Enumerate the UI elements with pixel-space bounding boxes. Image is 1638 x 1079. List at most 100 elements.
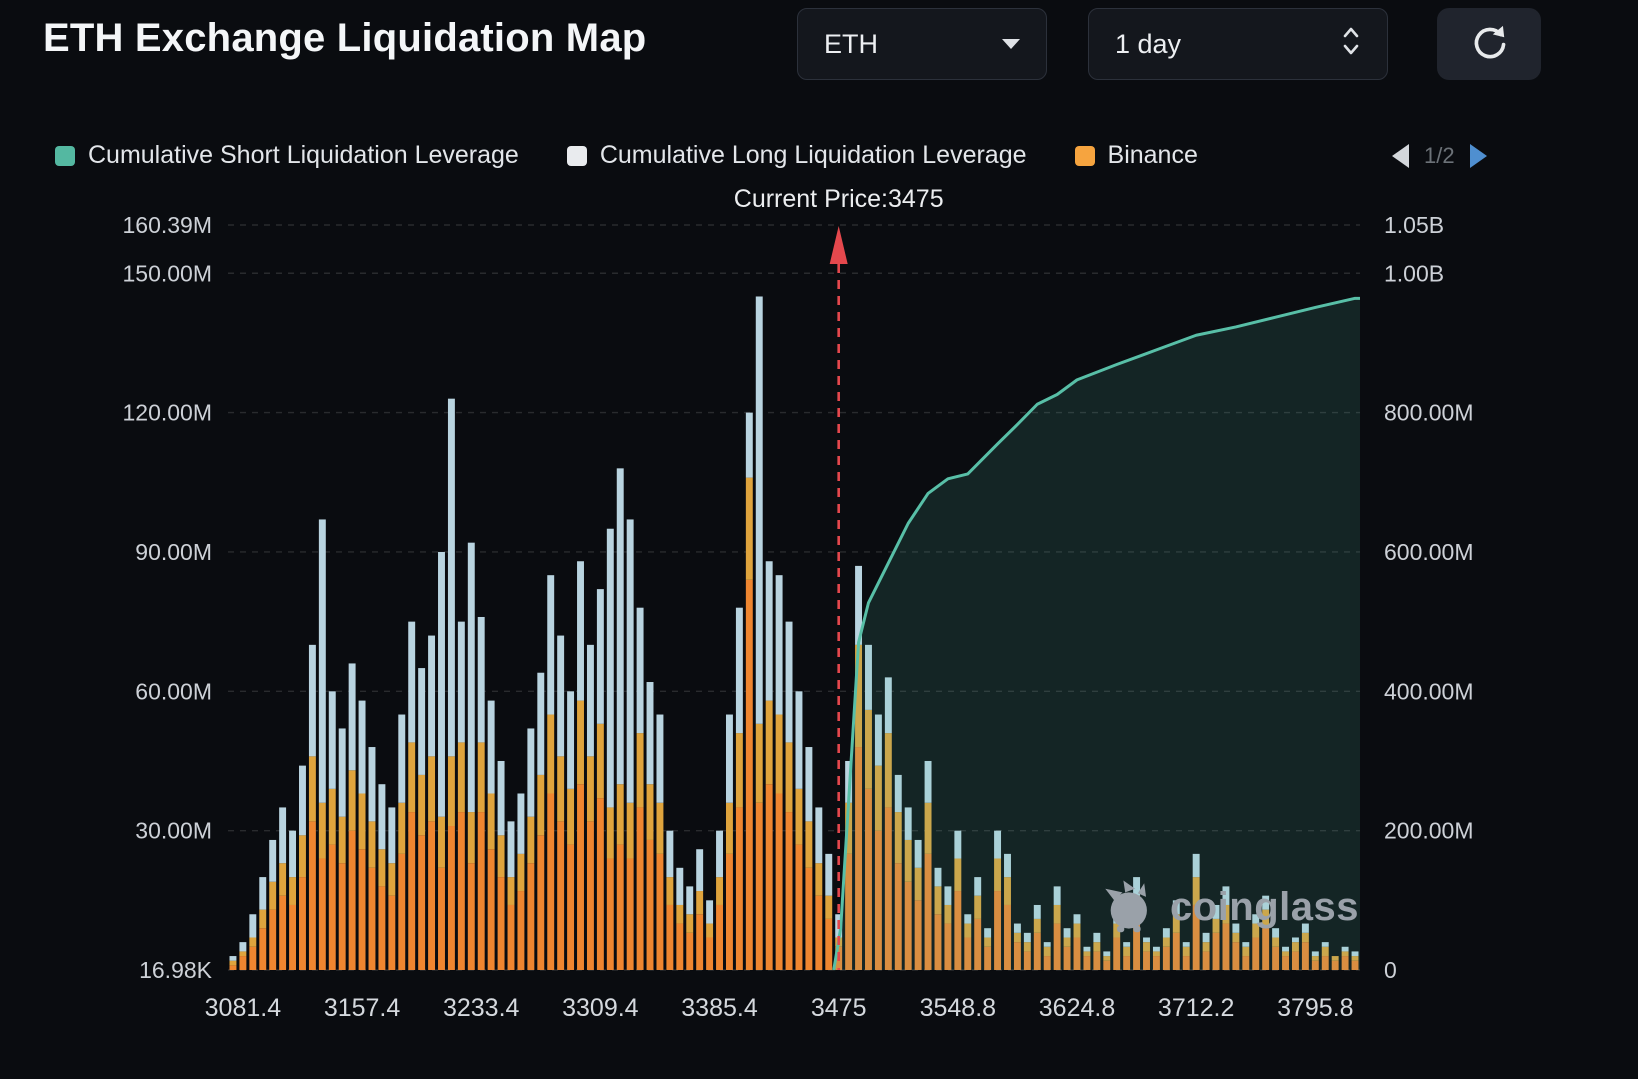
- liquidation-bar-segment: [477, 616, 485, 743]
- legend-label: Cumulative Short Liquidation Leverage: [88, 141, 519, 169]
- liquidation-bar-segment: [706, 900, 714, 924]
- liquidation-bar-segment: [1143, 937, 1150, 943]
- liquidation-bar-segment: [1152, 951, 1160, 957]
- liquidation-bar-segment: [686, 886, 694, 915]
- liquidation-bar-segment: [358, 793, 366, 850]
- liquidation-bar-segment: [438, 816, 445, 868]
- liquidation-bar-segment: [616, 468, 624, 785]
- liquidation-bar-segment: [577, 700, 584, 785]
- liquidation-bar-segment: [457, 621, 465, 743]
- liquidation-bar-segment: [865, 788, 872, 970]
- liquidation-bar-segment: [974, 918, 982, 970]
- legend-prev-icon[interactable]: [1392, 144, 1409, 168]
- liquidation-chart-svg[interactable]: 160.39M 1.05B 150.00M 1.00B 120.00M 800.00M 90…: [0, 180, 1638, 1074]
- liquidation-bar-segment: [1311, 960, 1319, 970]
- liquidation-bar-segment: [586, 821, 594, 970]
- liquidation-bar-segment: [745, 412, 753, 478]
- liquidation-bar-segment: [954, 830, 962, 859]
- liquidation-bar-segment: [398, 802, 406, 854]
- period-select-value: 1 day: [1115, 28, 1182, 59]
- legend-item[interactable]: Cumulative Long Liquidation Leverage: [566, 141, 1027, 170]
- liquidation-bar-segment: [328, 691, 336, 789]
- liquidation-bar-segment: [467, 812, 475, 864]
- right-axis-label: 600.00M: [1384, 539, 1474, 565]
- left-axis-label: 16.98K: [139, 957, 213, 983]
- liquidation-bar-segment: [904, 839, 912, 882]
- liquidation-bar-segment: [1004, 904, 1011, 970]
- liquidation-bar-segment: [1252, 937, 1260, 970]
- liquidation-chart[interactable]: 160.39M 1.05B 150.00M 1.00B 120.00M 800.00M 90…: [0, 180, 1638, 1074]
- liquidation-bar-segment: [716, 904, 723, 970]
- legend-item[interactable]: Cumulative Short Liquidation Leverage: [55, 141, 519, 170]
- refresh-button[interactable]: [1437, 8, 1541, 80]
- liquidation-bar-segment: [398, 853, 406, 970]
- liquidation-bar-segment: [378, 886, 386, 970]
- liquidation-bar-segment: [1321, 946, 1329, 957]
- liquidation-bar-segment: [964, 937, 972, 970]
- liquidation-bar-segment: [358, 700, 366, 794]
- liquidation-bar-segment: [1133, 918, 1141, 970]
- liquidation-bar-segment: [865, 644, 872, 710]
- liquidation-bar-segment: [1291, 942, 1299, 952]
- liquidation-bar-segment: [1321, 942, 1329, 947]
- liquidation-bar-segment: [388, 895, 396, 970]
- liquidation-bar-segment: [1262, 909, 1270, 929]
- right-axis-label: 800.00M: [1384, 400, 1474, 426]
- left-axis-label: 120.00M: [122, 400, 212, 426]
- liquidation-bar-segment: [249, 937, 257, 947]
- liquidation-bar-segment: [527, 728, 535, 817]
- liquidation-bar-segment: [567, 691, 575, 789]
- liquidation-bar-segment: [954, 858, 962, 892]
- period-select[interactable]: 1 day: [1088, 8, 1388, 80]
- liquidation-bar-segment: [1282, 951, 1289, 957]
- liquidation-bar-segment: [1053, 904, 1061, 924]
- symbol-select[interactable]: ETH: [797, 8, 1047, 80]
- liquidation-bar-segment: [894, 812, 902, 864]
- liquidation-bar-segment: [815, 807, 823, 864]
- liquidation-bar-segment: [1023, 932, 1031, 943]
- liquidation-bar-segment: [497, 877, 505, 970]
- x-axis-label: 3385.4: [681, 994, 758, 1022]
- liquidation-bar-segment: [1162, 928, 1170, 938]
- liquidation-bar-segment: [447, 756, 455, 827]
- legend-swatch: [55, 145, 75, 166]
- liquidation-bar-segment: [259, 928, 267, 970]
- liquidation-bar-segment: [577, 561, 584, 701]
- liquidation-bar-segment: [1232, 932, 1240, 943]
- current-price-label: Current Price:3475: [734, 185, 944, 213]
- liquidation-bar-segment: [934, 867, 942, 887]
- liquidation-bar-segment: [1301, 942, 1309, 970]
- liquidation-bar-segment: [318, 858, 326, 970]
- liquidation-bar-segment: [1262, 928, 1270, 970]
- liquidation-bar-segment: [1123, 946, 1131, 957]
- liquidation-bar-segment: [855, 644, 863, 748]
- left-axis-label: 30.00M: [135, 818, 212, 844]
- liquidation-bar-segment: [904, 807, 912, 840]
- liquidation-bar-segment: [408, 742, 416, 813]
- liquidation-bar-segment: [1272, 937, 1280, 947]
- liquidation-bar-segment: [765, 561, 773, 701]
- liquidation-bar-segment: [725, 802, 733, 854]
- current-price-arrow-icon: [829, 226, 848, 264]
- liquidation-bar-segment: [1063, 946, 1071, 970]
- liquidation-bar-segment: [1113, 923, 1121, 938]
- liquidation-bar-segment: [1103, 960, 1111, 970]
- right-axis-label: 0: [1384, 957, 1397, 983]
- liquidation-bar-segment: [745, 477, 753, 580]
- liquidation-bar-segment: [1143, 951, 1150, 970]
- liquidation-bar-segment: [1093, 942, 1101, 952]
- liquidation-bar-segment: [994, 830, 1002, 859]
- liquidation-bar-segment: [428, 756, 436, 822]
- liquidation-bar-segment: [328, 844, 336, 970]
- legend-item[interactable]: Binance: [1074, 141, 1198, 170]
- liquidation-bar-segment: [547, 714, 555, 794]
- liquidation-bar-segment: [626, 858, 634, 970]
- liquidation-bar-segment: [646, 784, 654, 840]
- liquidation-bar-segment: [676, 867, 684, 905]
- liquidation-bar-segment: [338, 816, 346, 864]
- legend-next-icon[interactable]: [1469, 144, 1487, 168]
- liquidation-bar-segment: [1013, 942, 1021, 970]
- liquidation-bar-segment: [527, 863, 535, 970]
- liquidation-bar-segment: [239, 951, 247, 957]
- liquidation-bar-segment: [1192, 877, 1200, 905]
